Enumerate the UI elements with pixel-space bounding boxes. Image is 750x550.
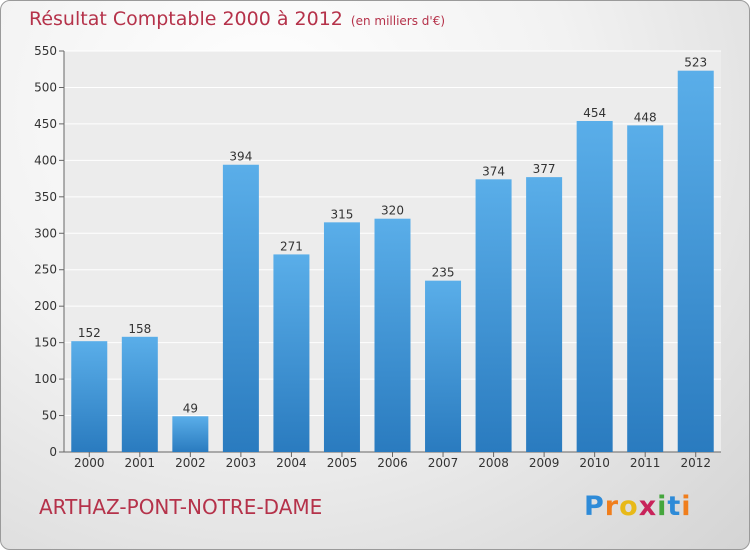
chart-title-text: Résultat Comptable 2000 à 2012 xyxy=(29,8,343,30)
x-tick-label-2012: 2012 xyxy=(680,456,711,470)
bar-2000 xyxy=(71,341,108,452)
data-label-2007: 235 xyxy=(432,266,455,280)
y-tick-label: 550 xyxy=(34,44,57,58)
x-tick-label-2004: 2004 xyxy=(276,456,307,470)
y-tick-label: 100 xyxy=(34,372,57,386)
data-label-2011: 448 xyxy=(634,110,657,124)
data-label-2009: 377 xyxy=(533,162,556,176)
bar-2001 xyxy=(121,336,158,452)
bar-2003 xyxy=(222,164,259,453)
bar-2012 xyxy=(677,70,714,452)
y-tick-label: 0 xyxy=(49,445,57,459)
y-tick-label: 200 xyxy=(34,299,57,313)
x-tick-label-2003: 2003 xyxy=(226,456,257,470)
data-label-2008: 374 xyxy=(482,164,505,178)
data-label-2000: 152 xyxy=(78,326,101,340)
x-tick-label-2007: 2007 xyxy=(428,456,459,470)
x-tick-label-2010: 2010 xyxy=(579,456,610,470)
bar-2010 xyxy=(576,120,613,452)
data-label-2005: 315 xyxy=(331,207,354,221)
bar-2009 xyxy=(526,177,563,452)
bar-2008 xyxy=(475,179,512,452)
proxiti-logo: Proxiti xyxy=(584,491,692,522)
data-label-2006: 320 xyxy=(381,204,404,218)
bar-2006 xyxy=(374,218,411,452)
x-tick-label-2009: 2009 xyxy=(529,456,560,470)
y-tick-label: 350 xyxy=(34,190,57,204)
bar-2002 xyxy=(172,416,209,452)
y-tick-label: 400 xyxy=(34,153,57,167)
y-tick-label: 450 xyxy=(34,117,57,131)
x-tick-label-2005: 2005 xyxy=(327,456,358,470)
x-tick-label-2008: 2008 xyxy=(478,456,509,470)
data-label-2010: 454 xyxy=(583,106,606,120)
y-tick-label: 150 xyxy=(34,336,57,350)
chart-title: Résultat Comptable 2000 à 2012 (en millie… xyxy=(29,8,445,30)
data-label-2001: 158 xyxy=(128,322,151,336)
bar-2005 xyxy=(323,222,360,452)
x-tick-label-2000: 2000 xyxy=(74,456,105,470)
chart-subtitle: (en milliers d'€) xyxy=(350,14,446,28)
data-label-2012: 523 xyxy=(684,56,707,70)
x-tick-label-2002: 2002 xyxy=(175,456,206,470)
x-tick-label-2006: 2006 xyxy=(377,456,408,470)
x-tick-label-2011: 2011 xyxy=(630,456,661,470)
x-tick-label-2001: 2001 xyxy=(125,456,156,470)
bar-2004 xyxy=(273,254,310,452)
data-label-2002: 49 xyxy=(183,401,198,415)
y-tick-label: 300 xyxy=(34,226,57,240)
y-tick-label: 500 xyxy=(34,80,57,94)
bar-2007 xyxy=(425,280,462,452)
data-label-2003: 394 xyxy=(229,150,252,164)
y-tick-label: 250 xyxy=(34,263,57,277)
commune-name: ARTHAZ-PONT-NOTRE-DAME xyxy=(39,495,323,519)
y-tick-label: 50 xyxy=(42,409,57,423)
data-label-2004: 271 xyxy=(280,239,303,253)
bar-2011 xyxy=(627,125,664,452)
